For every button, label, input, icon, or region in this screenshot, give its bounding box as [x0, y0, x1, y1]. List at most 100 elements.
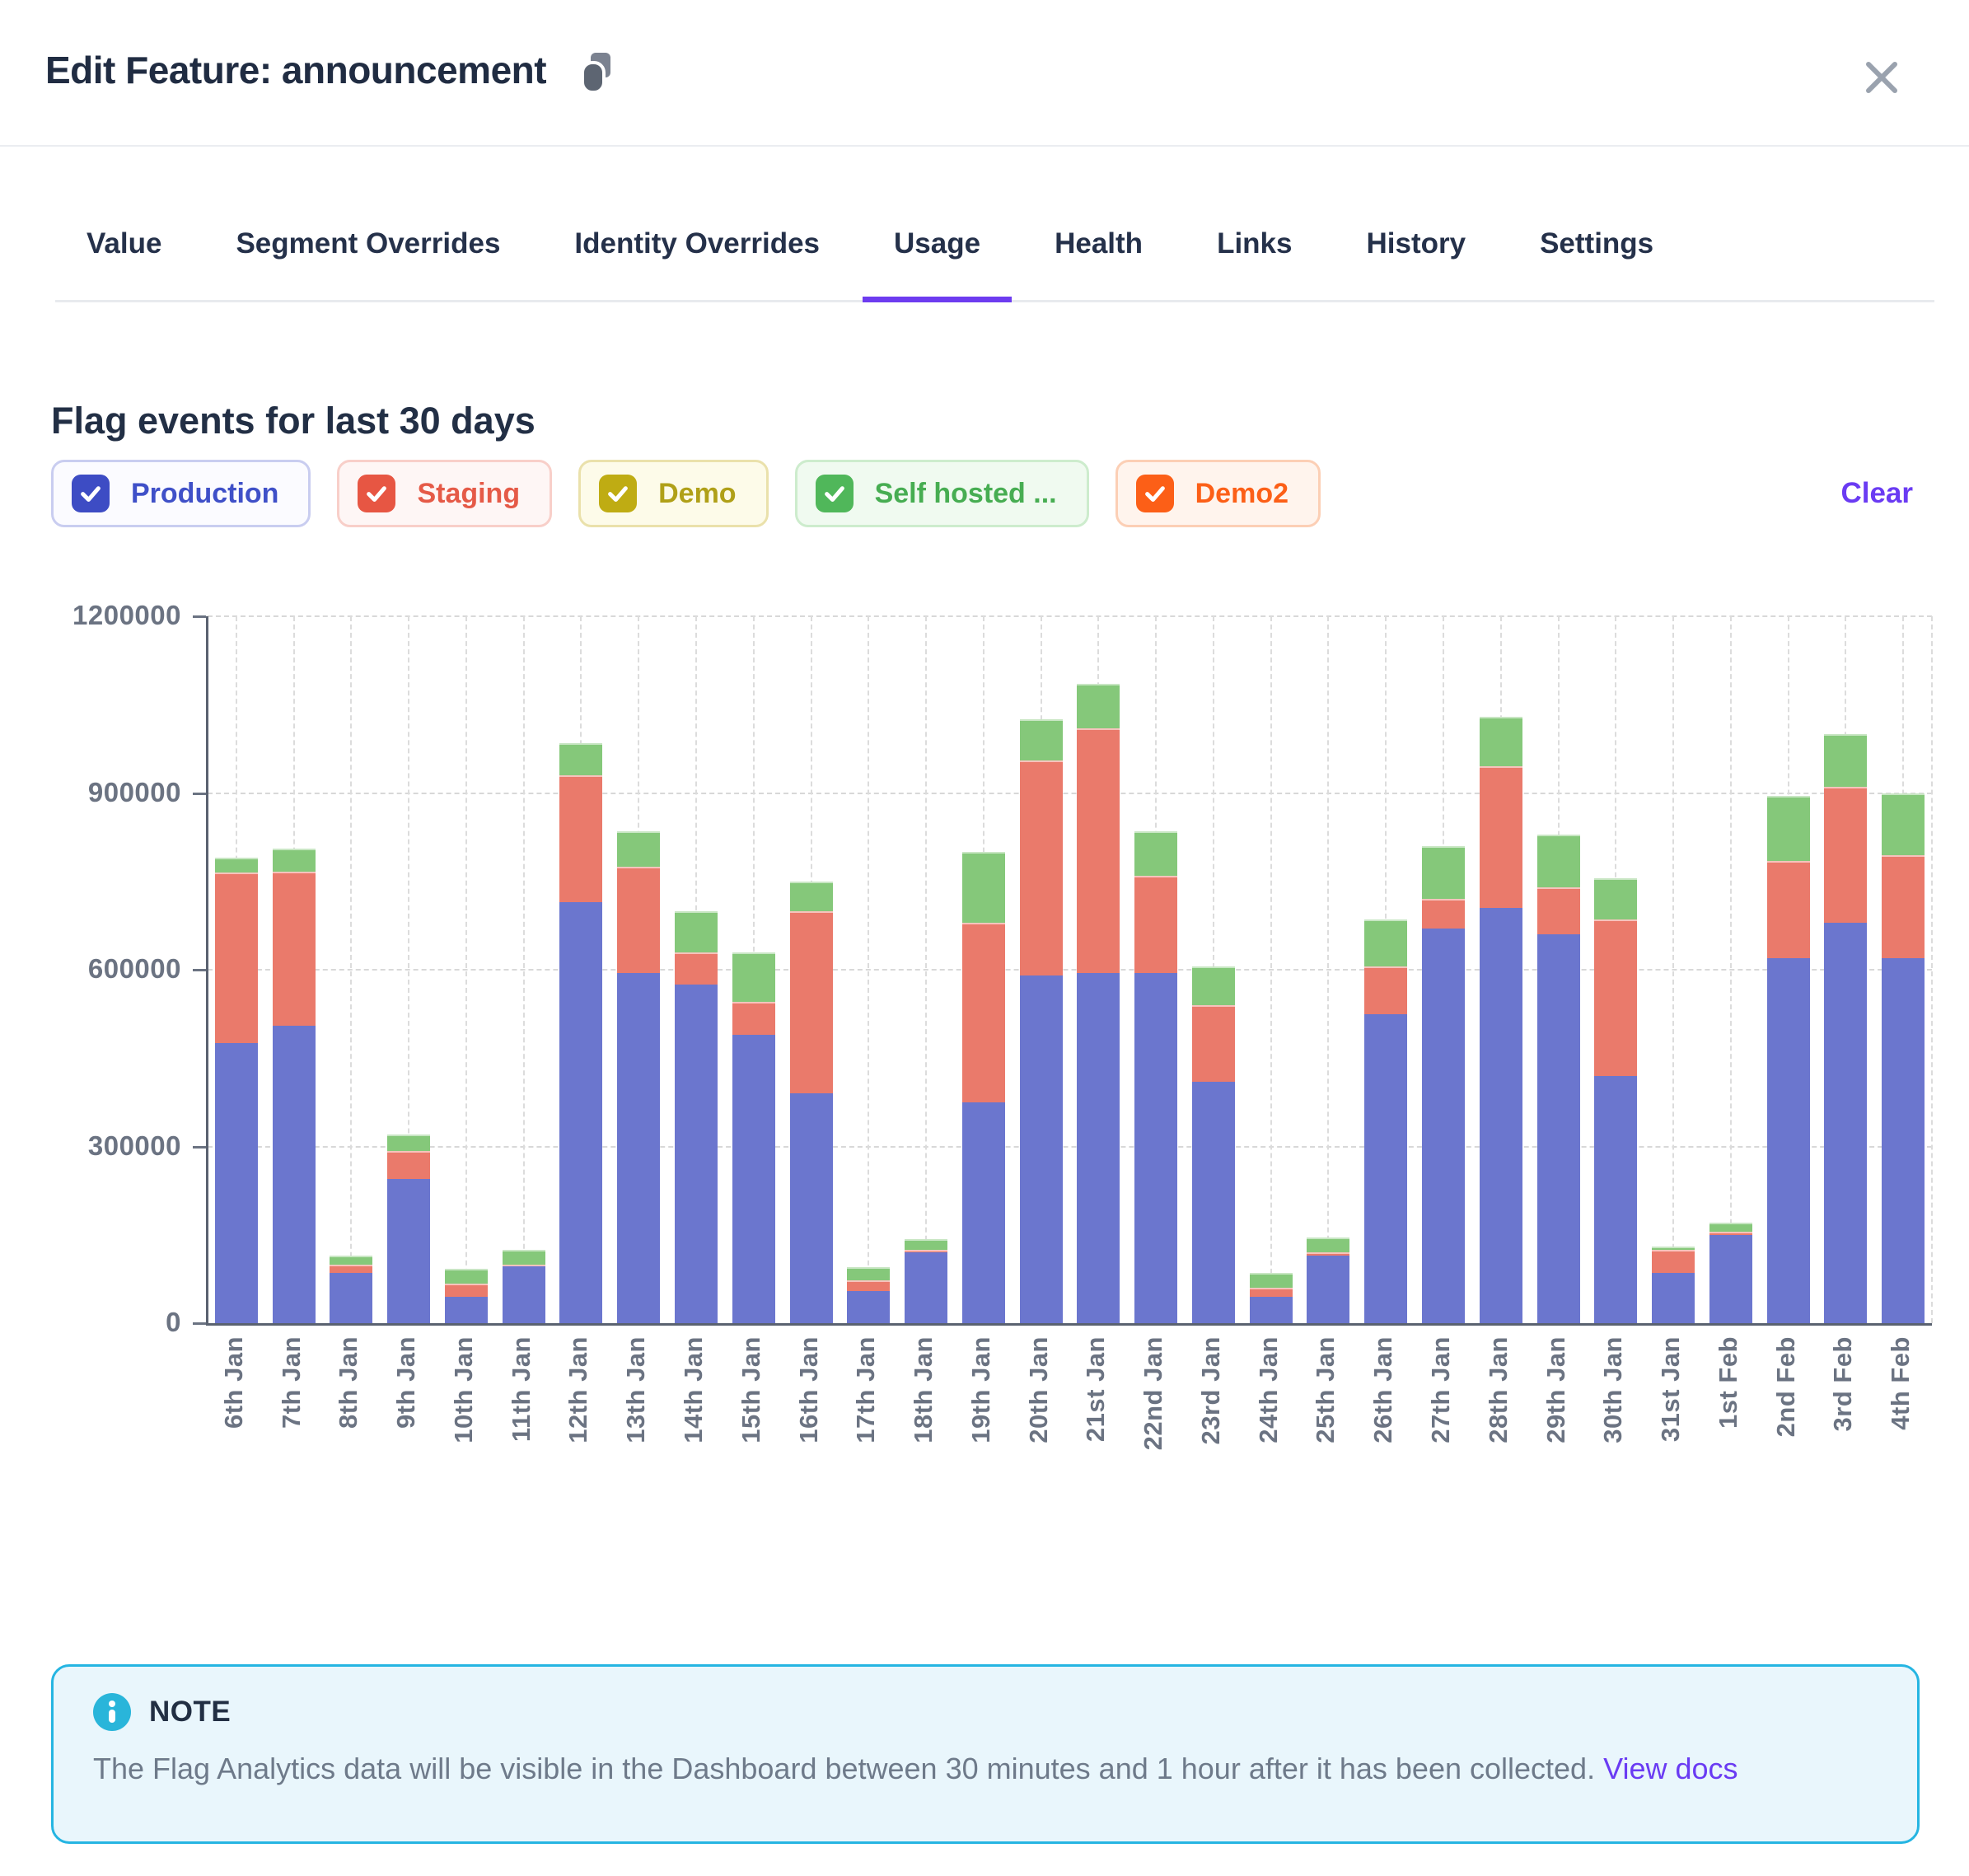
bar-segment-self-hosted — [1307, 1237, 1350, 1253]
x-gridline — [868, 616, 870, 1323]
bar-segment-self-hosted — [1536, 834, 1580, 887]
x-axis-label: 25th Jan — [1311, 1336, 1340, 1443]
x-gridline — [1499, 616, 1502, 1323]
checkbox-checked-icon — [599, 475, 638, 512]
bar-segment-production — [1077, 972, 1120, 1323]
bar-segment-production — [559, 901, 603, 1323]
bar-segment-production — [1824, 922, 1868, 1323]
stacked-bar-22nd-jan — [1134, 830, 1178, 1323]
filter-chip-demo[interactable]: Demo — [578, 460, 769, 527]
bar-segment-self-hosted — [732, 952, 775, 1003]
tab-usage[interactable]: Usage — [863, 208, 1013, 302]
y-tick — [193, 969, 206, 971]
x-axis-label: 1st Feb — [1713, 1336, 1742, 1429]
y-tick — [193, 615, 206, 618]
x-gridline — [1097, 616, 1100, 1323]
y-tick — [193, 1322, 206, 1325]
x-gridline — [235, 616, 237, 1323]
bar-segment-production — [502, 1265, 545, 1323]
copy-icon[interactable] — [576, 51, 614, 98]
bar-segment-production — [1249, 1296, 1293, 1323]
x-axis-label: 10th Jan — [448, 1336, 478, 1443]
bar-segment-staging — [1709, 1232, 1752, 1235]
tab-bar: Value Segment Overrides Identity Overrides… — [55, 208, 1934, 302]
tab-history[interactable]: History — [1335, 208, 1497, 302]
stacked-bar-23rd-jan — [1191, 966, 1235, 1323]
x-axis-label: 2nd Feb — [1770, 1336, 1800, 1438]
filter-chip-production[interactable]: Production — [51, 460, 311, 527]
bar-segment-self-hosted — [789, 881, 833, 911]
bar-segment-production — [1536, 934, 1580, 1323]
stacked-bar-26th-jan — [1364, 919, 1408, 1323]
bar-segment-self-hosted — [1824, 734, 1868, 788]
x-axis-label: 6th Jan — [218, 1336, 248, 1429]
bar-segment-self-hosted — [1421, 845, 1465, 900]
x-axis-label: 29th Jan — [1541, 1336, 1570, 1443]
bar-segment-staging — [559, 775, 603, 902]
bar-segment-staging — [847, 1280, 891, 1291]
x-axis-label: 27th Jan — [1425, 1336, 1455, 1443]
y-tick-label: 300000 — [87, 1130, 181, 1161]
bar-segment-self-hosted — [617, 831, 661, 867]
x-gridline — [1385, 616, 1387, 1323]
tab-links[interactable]: Links — [1186, 208, 1323, 302]
bar-segment-staging — [617, 866, 661, 973]
x-gridline — [925, 616, 928, 1323]
view-docs-link[interactable]: View docs — [1603, 1752, 1738, 1785]
stacked-bar-12th-jan — [559, 742, 603, 1323]
bar-segment-production — [1709, 1234, 1752, 1323]
x-gridline — [982, 616, 984, 1323]
y-tick-label: 1200000 — [72, 600, 181, 630]
filter-chip-demo2[interactable]: Demo2 — [1115, 460, 1321, 527]
x-gridline — [1931, 616, 1933, 1323]
note-panel: NOTE The Flag Analytics data will be vis… — [51, 1664, 1920, 1844]
tab-identity-overrides[interactable]: Identity Overrides — [543, 208, 851, 302]
filter-chip-staging[interactable]: Staging — [337, 460, 553, 527]
bar-segment-production — [1134, 972, 1178, 1323]
clear-filters-link[interactable]: Clear — [1836, 476, 1918, 511]
stacked-bar-28th-jan — [1479, 716, 1522, 1323]
x-axis-label: 14th Jan — [679, 1336, 709, 1443]
stacked-bar-7th-jan — [272, 849, 316, 1323]
x-gridline — [1845, 616, 1847, 1323]
x-gridline — [1212, 616, 1214, 1323]
bar-segment-self-hosted — [961, 852, 1005, 923]
bar-segment-staging — [387, 1150, 431, 1179]
tab-value[interactable]: Value — [55, 208, 193, 302]
bar-segment-self-hosted — [272, 849, 316, 872]
info-icon — [93, 1693, 131, 1731]
bar-segment-staging — [905, 1249, 948, 1253]
bar-segment-staging — [1421, 899, 1465, 929]
bar-segment-staging — [961, 922, 1005, 1102]
bar-segment-self-hosted — [1249, 1273, 1293, 1289]
close-icon[interactable] — [1860, 56, 1903, 99]
stacked-bar-30th-jan — [1594, 878, 1638, 1323]
y-tick — [193, 1145, 206, 1149]
bar-segment-self-hosted — [905, 1238, 948, 1250]
bar-segment-production — [961, 1102, 1005, 1323]
checkbox-checked-icon — [815, 475, 854, 512]
bar-segment-self-hosted — [1882, 793, 1925, 855]
x-gridline — [752, 616, 755, 1323]
header-divider — [0, 145, 1969, 147]
bar-segment-self-hosted — [1652, 1247, 1695, 1250]
x-gridline — [1557, 616, 1560, 1323]
x-gridline — [1787, 616, 1789, 1323]
filter-chip-self-hosted[interactable]: Self hosted ... — [794, 460, 1089, 527]
bar-segment-staging — [1019, 760, 1063, 976]
bar-segment-self-hosted — [675, 910, 718, 952]
stacked-bar-16th-jan — [789, 881, 833, 1323]
tab-segment-overrides[interactable]: Segment Overrides — [204, 208, 531, 302]
checkbox-checked-icon — [1135, 475, 1174, 512]
bar-segment-staging — [1134, 875, 1178, 973]
stacked-bar-20th-jan — [1019, 719, 1063, 1323]
bar-segment-staging — [1364, 966, 1408, 1014]
bar-segment-self-hosted — [502, 1249, 545, 1265]
tab-settings[interactable]: Settings — [1508, 208, 1685, 302]
tab-health[interactable]: Health — [1023, 208, 1174, 302]
y-tick-label: 600000 — [87, 953, 181, 984]
bar-segment-self-hosted — [214, 858, 258, 873]
x-axis-label: 12th Jan — [564, 1336, 593, 1443]
x-gridline — [522, 616, 525, 1323]
